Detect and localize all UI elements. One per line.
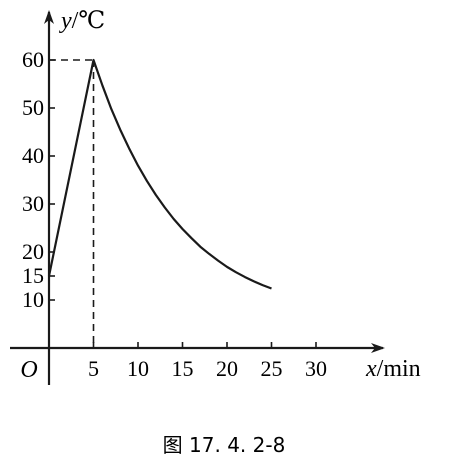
series-layer	[47, 58, 272, 290]
temperature-curve	[47, 58, 272, 290]
y-tick-label: 30	[22, 191, 44, 216]
x-tick-label: 20	[216, 356, 238, 381]
figure-caption: 图 17. 4. 2-8	[163, 433, 286, 457]
x-tick-label: 15	[172, 356, 194, 381]
y-tick-label: 40	[22, 143, 44, 168]
x-tick-label: 25	[261, 356, 283, 381]
x-axis-ticks: 5 10 15 20 25 30	[88, 342, 327, 381]
y-tick-label: 10	[22, 287, 44, 312]
x-tick-label: 5	[88, 356, 99, 381]
y-axis-variable: y	[59, 8, 72, 34]
y-tick-label: 50	[22, 95, 44, 120]
x-tick-label: 10	[127, 356, 149, 381]
dashed-guide-lines	[49, 59, 95, 348]
y-axis-unit: /℃	[72, 8, 106, 34]
x-axis-unit: /min	[377, 356, 421, 382]
x-axis-variable: x	[365, 356, 377, 382]
y-tick-label: 15	[22, 263, 44, 288]
y-tick-label: 60	[22, 47, 44, 72]
x-axis-title: x/min	[365, 356, 421, 382]
x-tick-label: 30	[305, 356, 327, 381]
origin-label: O	[20, 357, 37, 383]
y-axis-title: y/℃	[59, 8, 105, 34]
y-tick-label: 20	[22, 239, 44, 264]
